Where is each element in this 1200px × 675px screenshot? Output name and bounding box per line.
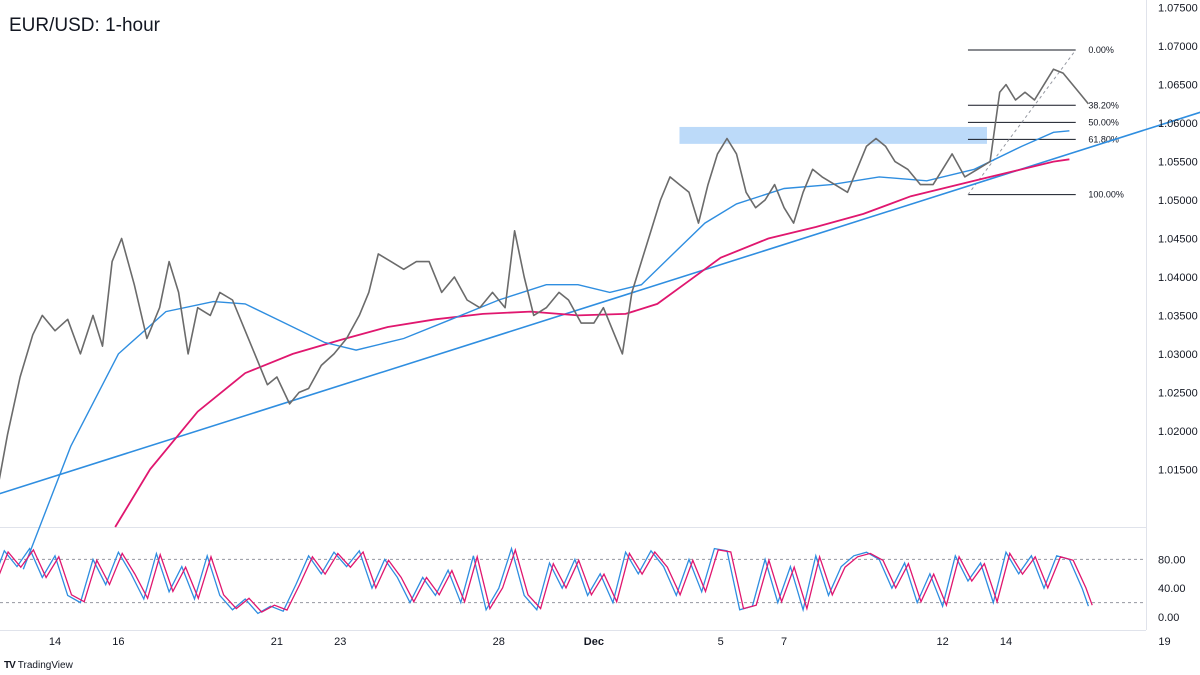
price-tick-label: 1.04500 bbox=[1158, 233, 1198, 245]
price-tick-label: 1.02000 bbox=[1158, 426, 1198, 438]
price-line bbox=[0, 68, 1090, 480]
trendline-layer bbox=[0, 111, 1200, 495]
stoch-tick-label: 80.00 bbox=[1158, 554, 1186, 566]
time-tick-label: 14 bbox=[1000, 636, 1012, 648]
fast-moving-average bbox=[22, 130, 1070, 570]
fib-level-label: 0.00% bbox=[1088, 45, 1114, 55]
time-tick-label: 12 bbox=[936, 636, 948, 648]
ascending-trendline bbox=[0, 111, 1200, 495]
fib-level-label: 100.00% bbox=[1088, 190, 1124, 200]
time-tick-label: 16 bbox=[112, 636, 124, 648]
price-tick-label: 1.04000 bbox=[1158, 272, 1198, 284]
time-tick-label: Dec bbox=[584, 636, 604, 648]
time-tick-label: 7 bbox=[781, 636, 787, 648]
resistance-zone-layer bbox=[679, 126, 987, 144]
time-tick-label: 28 bbox=[493, 636, 505, 648]
fib-trend-line bbox=[967, 49, 1077, 195]
stoch-tick-label: 0.00 bbox=[1158, 612, 1179, 624]
moving-averages bbox=[22, 130, 1070, 570]
price-tick-label: 1.05500 bbox=[1158, 157, 1198, 169]
fib-level-label: 50.00% bbox=[1088, 117, 1119, 127]
stoch-d-line bbox=[0, 547, 1093, 613]
fibonacci-retracement: 0.00% 38.20% 50.00% 61.80% 100.00% bbox=[967, 45, 1124, 200]
resistance-zone bbox=[679, 126, 987, 144]
time-tick-label: 19 bbox=[1158, 636, 1170, 648]
chart-title: EUR/USD: 1-hour bbox=[9, 15, 161, 36]
tradingview-logo: TV bbox=[4, 660, 16, 671]
price-tick-label: 1.07500 bbox=[1158, 3, 1198, 15]
price-axis: 1.07500 1.07000 1.06500 1.06000 1.05500 1.050… bbox=[1158, 3, 1198, 477]
time-axis: 1416212328Dec57121419212628 bbox=[49, 636, 1171, 648]
time-tick-label: 21 bbox=[271, 636, 283, 648]
tradingview-label: TradingView bbox=[17, 660, 73, 671]
slow-moving-average bbox=[114, 158, 1070, 528]
stoch-tick-label: 40.00 bbox=[1158, 583, 1186, 595]
time-tick-label: 14 bbox=[49, 636, 61, 648]
price-tick-label: 1.01500 bbox=[1158, 464, 1198, 476]
price-tick-label: 1.03500 bbox=[1158, 310, 1198, 322]
price-tick-label: 1.02500 bbox=[1158, 387, 1198, 399]
stoch-k-line bbox=[0, 546, 1090, 615]
tradingview-brand: TV TradingView bbox=[4, 660, 73, 671]
stochastic-axis: 80.00 40.00 0.00 bbox=[1158, 554, 1186, 624]
price-series-layer bbox=[0, 68, 1090, 480]
price-tick-label: 1.03000 bbox=[1158, 349, 1198, 361]
fib-level-label: 38.20% bbox=[1088, 100, 1119, 110]
price-tick-label: 1.06000 bbox=[1158, 118, 1198, 130]
fib-level-label: 61.80% bbox=[1088, 134, 1119, 144]
stochastic-pane bbox=[0, 546, 1146, 615]
time-tick-label: 5 bbox=[718, 636, 724, 648]
time-tick-label: 23 bbox=[334, 636, 346, 648]
price-tick-label: 1.05000 bbox=[1158, 195, 1198, 207]
price-tick-label: 1.06500 bbox=[1158, 80, 1198, 92]
price-tick-label: 1.07000 bbox=[1158, 41, 1198, 53]
